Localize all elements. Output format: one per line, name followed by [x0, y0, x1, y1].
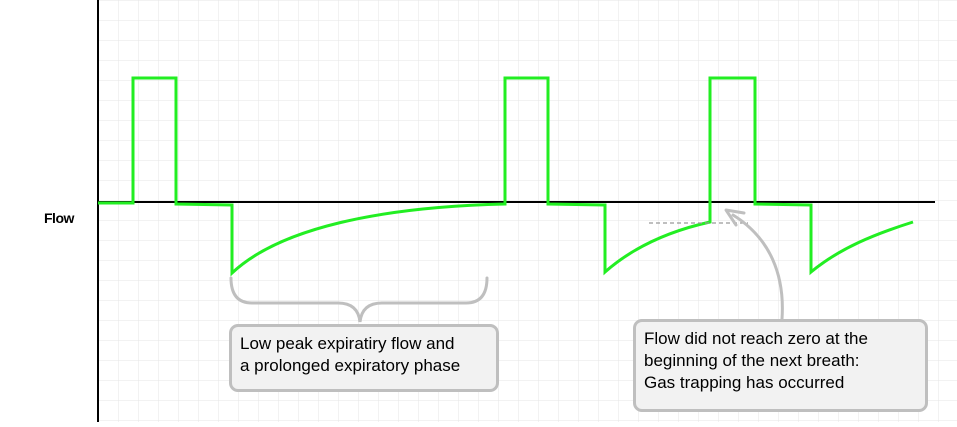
expiratory-phase-bracket [229, 276, 489, 323]
callout-line: a prolonged expiratory phase [240, 356, 461, 375]
gas-trapping-callout: Flow did not reach zero at the beginning… [633, 319, 928, 412]
gas-trapping-arrowhead [724, 208, 746, 227]
callout-line: Flow did not reach zero at the [644, 329, 868, 348]
gas-trapping-arrow [731, 213, 784, 321]
callout-line: Gas trapping has occurred [644, 373, 845, 392]
callout-line: beginning of the next breath: [644, 351, 860, 370]
callout-line: Low peak expiratiry flow and [240, 334, 455, 353]
flow-waveform-line [98, 76, 914, 277]
low-peak-flow-callout: Low peak expiratiry flow and a prolonged… [229, 324, 499, 392]
flow-axis-label: Flow [44, 210, 74, 226]
